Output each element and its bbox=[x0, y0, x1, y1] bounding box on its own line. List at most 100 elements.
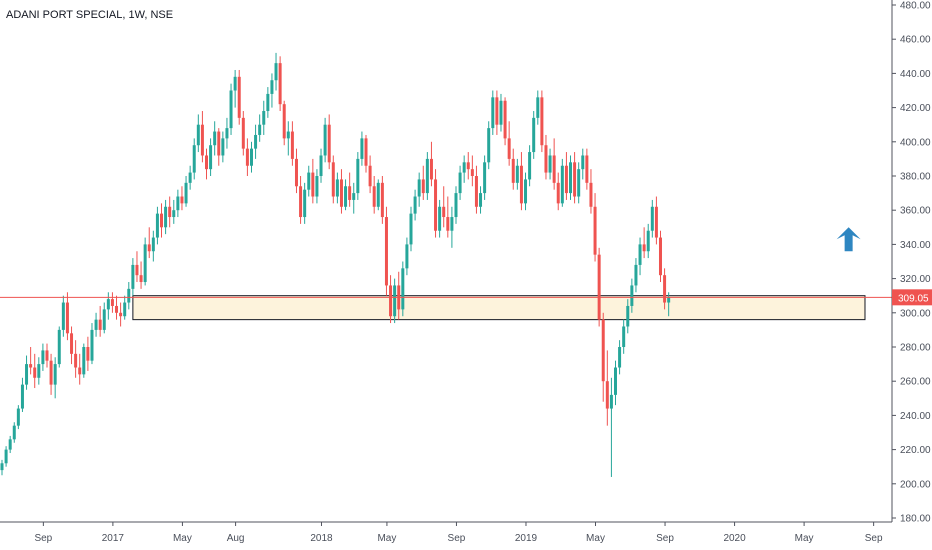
candle bbox=[503, 97, 507, 146]
candle-body bbox=[123, 302, 127, 317]
candle bbox=[413, 189, 417, 221]
candle bbox=[564, 152, 568, 200]
candle-body bbox=[200, 124, 204, 156]
candle-body bbox=[434, 179, 438, 231]
candle bbox=[450, 206, 454, 248]
candle-body bbox=[646, 230, 650, 252]
candle bbox=[524, 172, 528, 211]
candle-body bbox=[389, 285, 393, 317]
candle-body bbox=[393, 285, 397, 317]
candle bbox=[237, 69, 241, 125]
candle-body bbox=[630, 285, 634, 306]
candle bbox=[540, 90, 544, 153]
candle-body bbox=[384, 217, 388, 286]
candle bbox=[507, 121, 511, 166]
candle bbox=[356, 152, 360, 200]
candle bbox=[209, 138, 213, 176]
support-zone bbox=[132, 295, 866, 321]
candle-body bbox=[413, 196, 417, 214]
candle bbox=[368, 155, 372, 194]
candle bbox=[143, 237, 147, 286]
y-tick-label: 320.00 bbox=[900, 274, 931, 285]
candle bbox=[217, 128, 221, 166]
candle-body bbox=[499, 100, 503, 125]
candle bbox=[57, 326, 61, 368]
candle-body bbox=[503, 100, 507, 139]
candle bbox=[25, 355, 29, 390]
y-tick-label: 480.00 bbox=[900, 1, 931, 12]
candle bbox=[254, 124, 258, 159]
candle bbox=[127, 282, 131, 310]
candle-body bbox=[241, 117, 245, 149]
candle bbox=[589, 169, 593, 214]
candle bbox=[654, 196, 658, 245]
candle bbox=[626, 299, 630, 334]
candle-body bbox=[286, 131, 290, 139]
candle-body bbox=[115, 305, 119, 313]
y-tick-label: 240.00 bbox=[900, 411, 931, 422]
candle bbox=[630, 278, 634, 313]
candle-body bbox=[168, 206, 172, 218]
candle bbox=[339, 169, 343, 214]
candle-body bbox=[131, 264, 135, 289]
time-axis[interactable]: Sep 2017 May Aug 2018 May Sep 2019 May Sep 2020 May… bbox=[34, 522, 883, 544]
candle-body bbox=[462, 162, 466, 173]
candle bbox=[102, 302, 106, 334]
candle bbox=[487, 121, 491, 170]
x-tick-label: Sep bbox=[448, 533, 466, 544]
candle-body bbox=[249, 148, 253, 166]
candle-body bbox=[110, 299, 114, 306]
candle-body bbox=[49, 360, 53, 385]
candle bbox=[176, 189, 180, 218]
candle bbox=[446, 196, 450, 238]
candle-body bbox=[303, 189, 307, 218]
candle bbox=[601, 312, 605, 402]
candle bbox=[20, 377, 24, 412]
candle-body bbox=[78, 367, 82, 375]
candle bbox=[41, 343, 45, 371]
candle-body bbox=[372, 186, 376, 207]
candle bbox=[147, 227, 151, 259]
price-axis[interactable]: 480.00 460.00 440.00 420.00 400.00 380.00 360.… bbox=[892, 1, 931, 525]
candles-layer bbox=[0, 52, 671, 477]
candle bbox=[303, 182, 307, 224]
candle bbox=[286, 121, 290, 156]
candle bbox=[270, 73, 274, 108]
candle-body bbox=[348, 186, 352, 200]
chart-title: ADANI PORT SPECIAL, 1W, NSE bbox=[6, 9, 173, 21]
candle bbox=[642, 227, 646, 259]
candle-body bbox=[474, 176, 478, 207]
candle bbox=[188, 165, 192, 190]
candle bbox=[164, 199, 168, 235]
candle bbox=[634, 258, 638, 293]
candle bbox=[213, 121, 217, 156]
candle-body bbox=[237, 76, 241, 118]
candle-body bbox=[446, 217, 450, 231]
candle-body bbox=[663, 275, 667, 303]
candle-body bbox=[74, 353, 78, 368]
candle bbox=[8, 435, 12, 454]
x-tick-label: Sep bbox=[34, 533, 52, 544]
x-tick-label: May bbox=[173, 533, 192, 544]
candle-body bbox=[609, 394, 613, 409]
candle bbox=[131, 258, 135, 296]
candle-body bbox=[601, 319, 605, 382]
x-tick-label: 2019 bbox=[515, 533, 538, 544]
candle bbox=[650, 199, 654, 238]
candle bbox=[495, 90, 499, 135]
candle bbox=[29, 347, 33, 375]
candle-body bbox=[61, 302, 65, 330]
candle-body bbox=[172, 210, 176, 218]
candle bbox=[78, 353, 82, 385]
candle-body bbox=[507, 138, 511, 159]
candle-body bbox=[270, 80, 274, 94]
x-tick-label: 2020 bbox=[723, 533, 746, 544]
candle-body bbox=[94, 319, 98, 330]
candle bbox=[401, 261, 405, 317]
candle-body bbox=[442, 206, 446, 218]
candle-body bbox=[25, 364, 29, 385]
candle-body bbox=[106, 299, 110, 310]
candle bbox=[315, 169, 319, 204]
